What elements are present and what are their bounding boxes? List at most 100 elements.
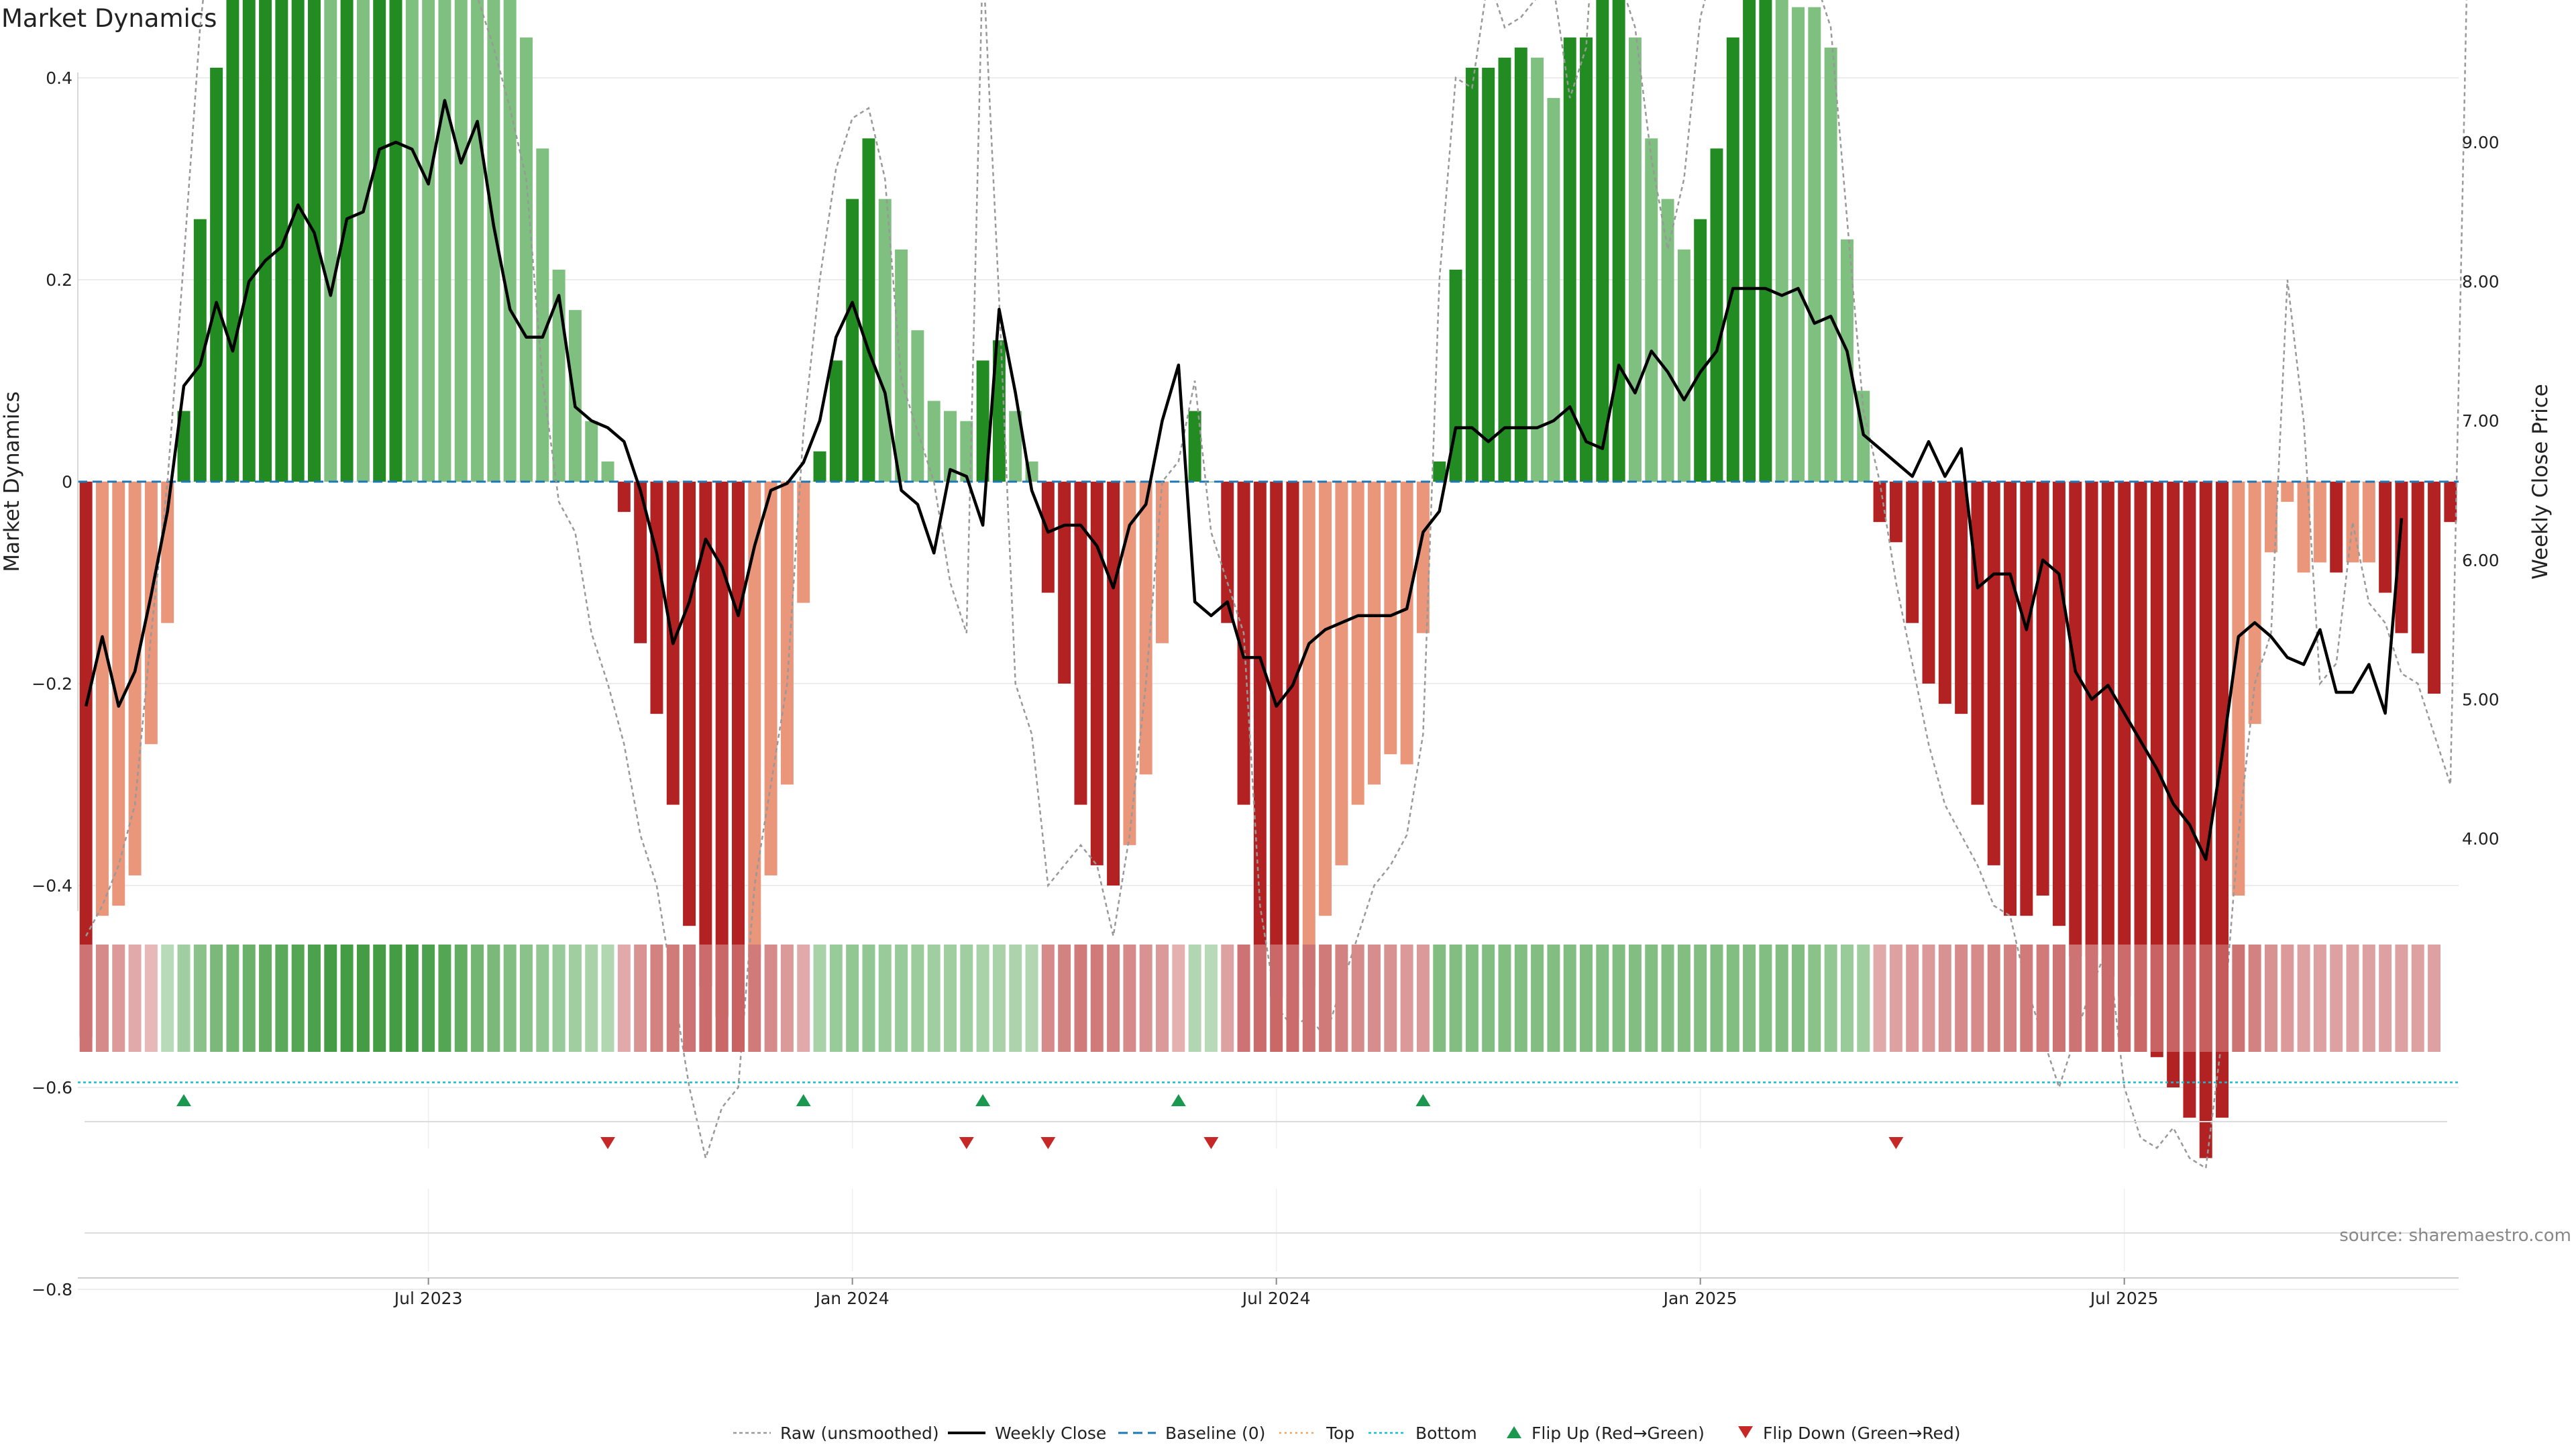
ribbon-cell: [1449, 945, 1462, 1052]
ribbon-cell: [1987, 945, 2000, 1052]
x-tick-label: Jul 2023: [393, 1289, 463, 1308]
bar: [356, 0, 370, 482]
bar: [503, 0, 517, 482]
y2-tick-label: 5.00: [2462, 690, 2500, 709]
ribbon-cell: [1058, 945, 1071, 1052]
legend-item: Flip Down (Green→Red): [1738, 1424, 1961, 1443]
bar: [976, 360, 989, 482]
ribbon-cell: [2216, 945, 2229, 1052]
ribbon-cell: [2167, 945, 2180, 1052]
bar: [259, 0, 272, 482]
ribbon-cell: [1889, 945, 1902, 1052]
bar: [1840, 239, 1854, 482]
ribbon-cell: [1596, 945, 1609, 1052]
bar: [568, 310, 582, 482]
ribbon-cell: [732, 945, 745, 1052]
ribbon-cell: [242, 945, 256, 1052]
ribbon-cell: [2199, 945, 2212, 1052]
ribbon-cell: [764, 945, 777, 1052]
bar: [1156, 482, 1169, 643]
bar: [340, 0, 354, 482]
bar: [1498, 57, 1511, 482]
legend-label: Baseline (0): [1165, 1424, 1265, 1443]
y2-axis-label: Weekly Close Price: [2528, 384, 2553, 580]
bar: [79, 482, 93, 1037]
bar: [1661, 199, 1674, 482]
bar: [2069, 482, 2082, 957]
ribbon-cell: [1857, 945, 1870, 1052]
ribbon-cell: [454, 945, 468, 1052]
x-axis: Jul 2023 Jan 2024 Jul 2024 Jan 2025 Jul 2025: [78, 1277, 2459, 1308]
ribbon-cell: [487, 945, 500, 1052]
ribbon-cell: [2297, 945, 2310, 1052]
bar: [1580, 37, 1593, 482]
bar: [1384, 482, 1397, 755]
ribbon-cell: [2362, 945, 2375, 1052]
ribbon-cell: [1645, 945, 1658, 1052]
bar: [862, 138, 875, 482]
ribbon-cell: [471, 945, 484, 1052]
ribbon-cell: [1253, 945, 1267, 1052]
ribbon-cell: [1074, 945, 1087, 1052]
ribbon-cell: [976, 945, 989, 1052]
ribbon-cell: [1677, 945, 1690, 1052]
bar: [1286, 482, 1299, 1017]
bar: [601, 461, 614, 482]
bar: [715, 482, 729, 1017]
ribbon-cell: [895, 945, 908, 1052]
ribbon-cell: [1204, 945, 1218, 1052]
ribbon-cell: [1482, 945, 1495, 1052]
ribbon-cell: [1563, 945, 1576, 1052]
ribbon-cell: [634, 945, 647, 1052]
bar: [1759, 0, 1772, 482]
ribbon-cell: [112, 945, 125, 1052]
ribbon-cell: [699, 945, 712, 1052]
ribbon-cell: [177, 945, 191, 1052]
legend-label: Weekly Close: [995, 1424, 1106, 1443]
bar: [1971, 482, 1984, 805]
bar: [1482, 67, 1495, 482]
bar: [1335, 482, 1348, 865]
flip-down-marker: [1888, 1137, 1904, 1149]
bar: [1433, 461, 1446, 482]
bar: [2346, 482, 2359, 563]
bar: [405, 0, 419, 482]
ribbon-cell: [1107, 945, 1120, 1052]
ribbon-cell: [2264, 945, 2277, 1052]
legend-label: Bottom: [1415, 1424, 1477, 1443]
ribbon-cell: [405, 945, 419, 1052]
bar: [1726, 37, 1739, 482]
bar: [1694, 219, 1707, 482]
ribbon-cell: [1172, 945, 1185, 1052]
ribbon-cell: [1188, 945, 1201, 1052]
y-tick-label: −0.6: [32, 1078, 72, 1097]
ribbon-cell: [2118, 945, 2131, 1052]
bar: [1792, 7, 1805, 482]
bar: [1237, 482, 1250, 805]
ribbon-cell: [1743, 945, 1756, 1052]
bar: [1465, 67, 1479, 482]
legend-item: Baseline (0): [1118, 1424, 1265, 1443]
y2-tick-label: 9.00: [2462, 133, 2500, 152]
ribbon-cell: [1123, 945, 1136, 1052]
bar: [307, 0, 321, 482]
bar: [454, 0, 468, 482]
bar: [1319, 482, 1332, 916]
chart-title: Market Dynamics: [1, 4, 217, 33]
ribbon-cell: [275, 945, 288, 1052]
ribbon-cell: [389, 945, 402, 1052]
ribbon-cell: [1384, 945, 1397, 1052]
bar: [275, 0, 288, 482]
flip-down-marker: [1203, 1137, 1219, 1149]
bar: [112, 482, 125, 906]
bar: [617, 482, 631, 513]
ribbon-cell: [1873, 945, 1886, 1052]
ribbon-cell: [927, 945, 941, 1052]
ribbon-cell: [2281, 945, 2294, 1052]
bar: [1074, 482, 1087, 805]
bar: [992, 340, 1006, 482]
ribbon-cell: [650, 945, 663, 1052]
bar: [2085, 482, 2098, 957]
ribbon-cell: [2004, 945, 2017, 1052]
ribbon-cell: [1041, 945, 1055, 1052]
